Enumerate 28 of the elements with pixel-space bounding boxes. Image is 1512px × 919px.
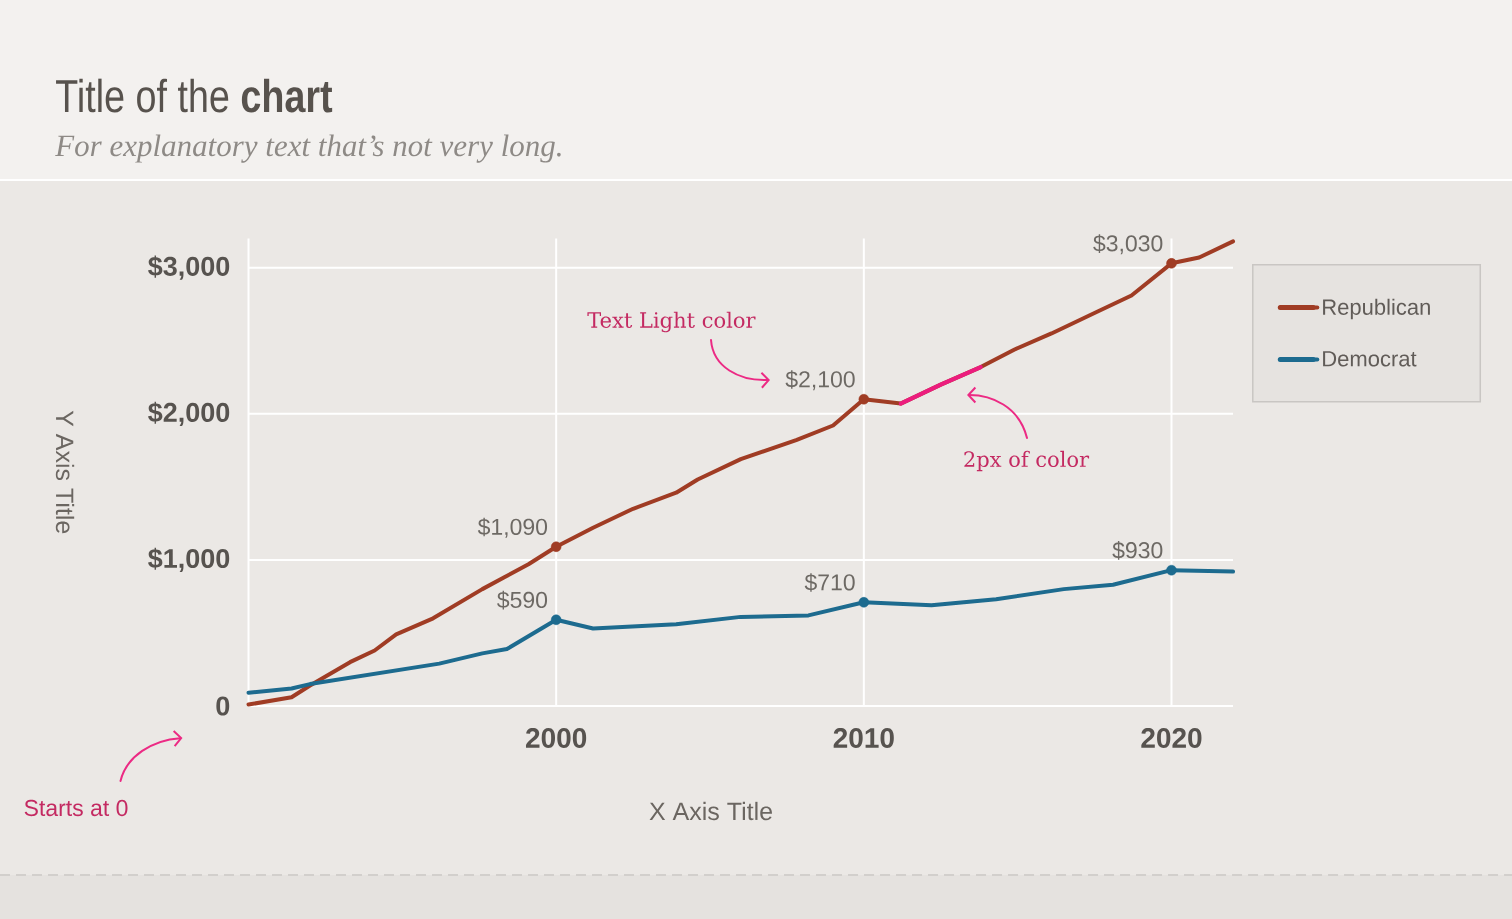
x-axis-title: X Axis Title	[649, 801, 772, 821]
point	[858, 597, 870, 608]
data-label: $710	[804, 573, 855, 592]
data-label: $1,090	[477, 517, 548, 538]
x-tick-label: 2010	[833, 728, 894, 748]
chart-title: Title of the chart	[56, 78, 333, 113]
x-tick-label: 2000	[525, 728, 587, 748]
point	[858, 393, 870, 405]
y-tick-label: $3,000	[148, 255, 230, 280]
y-axis-title: Y Axis Title	[55, 410, 75, 534]
y-tick-label: $2,000	[148, 401, 230, 426]
y-tick-label: 0	[216, 696, 230, 716]
x-tick-label: 2020	[1141, 728, 1202, 748]
data-label: $2,100	[785, 370, 855, 391]
legend-label: Republican	[1323, 298, 1430, 320]
y-tick-label: $1,000	[148, 547, 230, 572]
annotation: 2px of color	[964, 450, 1090, 472]
text: Starts at 0	[24, 799, 128, 817]
data-label: $3,030	[1093, 234, 1163, 255]
point	[1166, 564, 1177, 576]
annotation: Text Light color	[587, 311, 756, 333]
data-label: $930	[1112, 541, 1163, 560]
point	[550, 614, 562, 625]
chart-subtitle: For explanatory text that’s not very long.	[55, 134, 561, 163]
legend-label: Democrat	[1323, 351, 1417, 367]
point	[550, 541, 562, 552]
data-label: $590	[497, 590, 548, 610]
point	[1166, 258, 1177, 269]
